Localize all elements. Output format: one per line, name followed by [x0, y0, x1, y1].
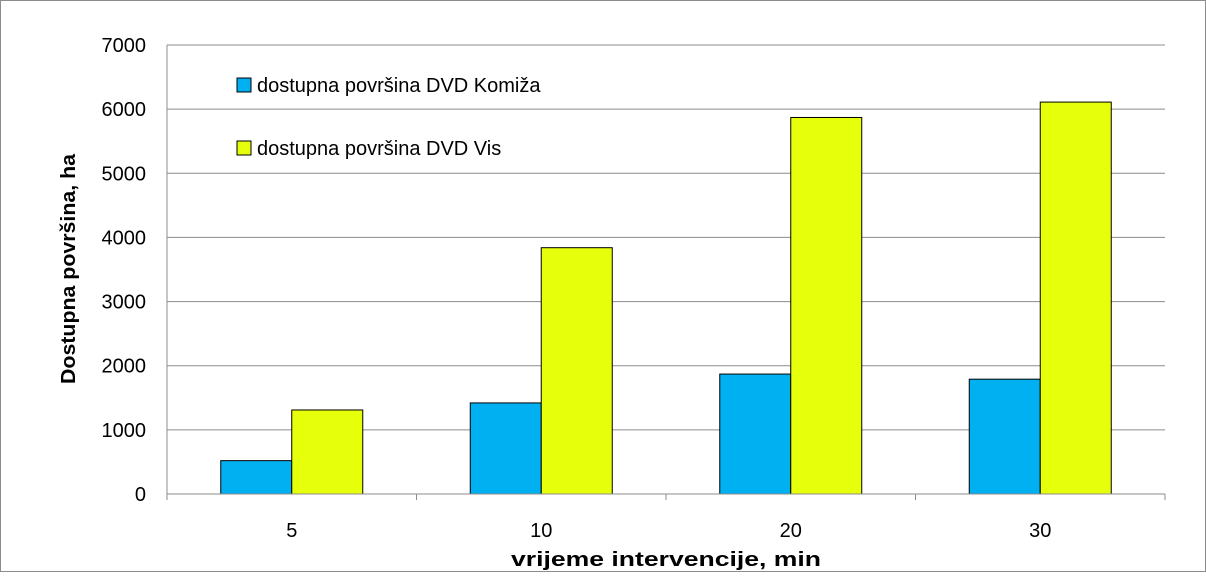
- bars: [220, 101, 1112, 495]
- bar-komiza: [220, 460, 293, 495]
- x-tick-label: 10: [530, 520, 552, 542]
- y-tick-label: 1000: [102, 420, 147, 442]
- y-tick-label: 5000: [102, 163, 147, 185]
- x-tick-label: 5: [286, 520, 297, 542]
- y-tick-label: 0: [135, 484, 146, 506]
- legend-label-komiza: dostupna površina DVD Komiža: [257, 75, 541, 97]
- grid-lines: [167, 44, 1165, 431]
- y-tick-label: 6000: [102, 99, 147, 121]
- y-tick-labels: 0 1000 2000 3000 4000 5000 6000 7000: [102, 35, 147, 506]
- y-tick-label: 4000: [102, 227, 147, 249]
- y-tick-label: 2000: [102, 356, 147, 378]
- y-tick-label: 3000: [102, 292, 147, 314]
- bar-vis: [1039, 101, 1112, 495]
- legend: dostupna površina DVD Komiža dostupna po…: [236, 75, 541, 160]
- bar-vis: [540, 247, 613, 495]
- y-axis-title: Dostupna površina, ha: [58, 153, 80, 384]
- bar-komiza: [968, 378, 1041, 495]
- y-tick-label: 7000: [102, 35, 147, 57]
- x-tick-label: 30: [1029, 520, 1051, 542]
- bar-komiza: [719, 373, 792, 495]
- x-axis-title: vrijeme intervencije, min: [511, 549, 821, 571]
- legend-swatch-komiza: [236, 77, 252, 93]
- legend-label-vis: dostupna površina DVD Vis: [257, 138, 501, 160]
- bar-komiza: [469, 402, 542, 495]
- x-tick-labels: 5 10 20 30: [166, 494, 1166, 542]
- bar-vis: [291, 409, 364, 495]
- legend-swatch-vis: [236, 140, 252, 156]
- x-tick-label: 20: [780, 520, 802, 542]
- bar-vis: [790, 116, 863, 495]
